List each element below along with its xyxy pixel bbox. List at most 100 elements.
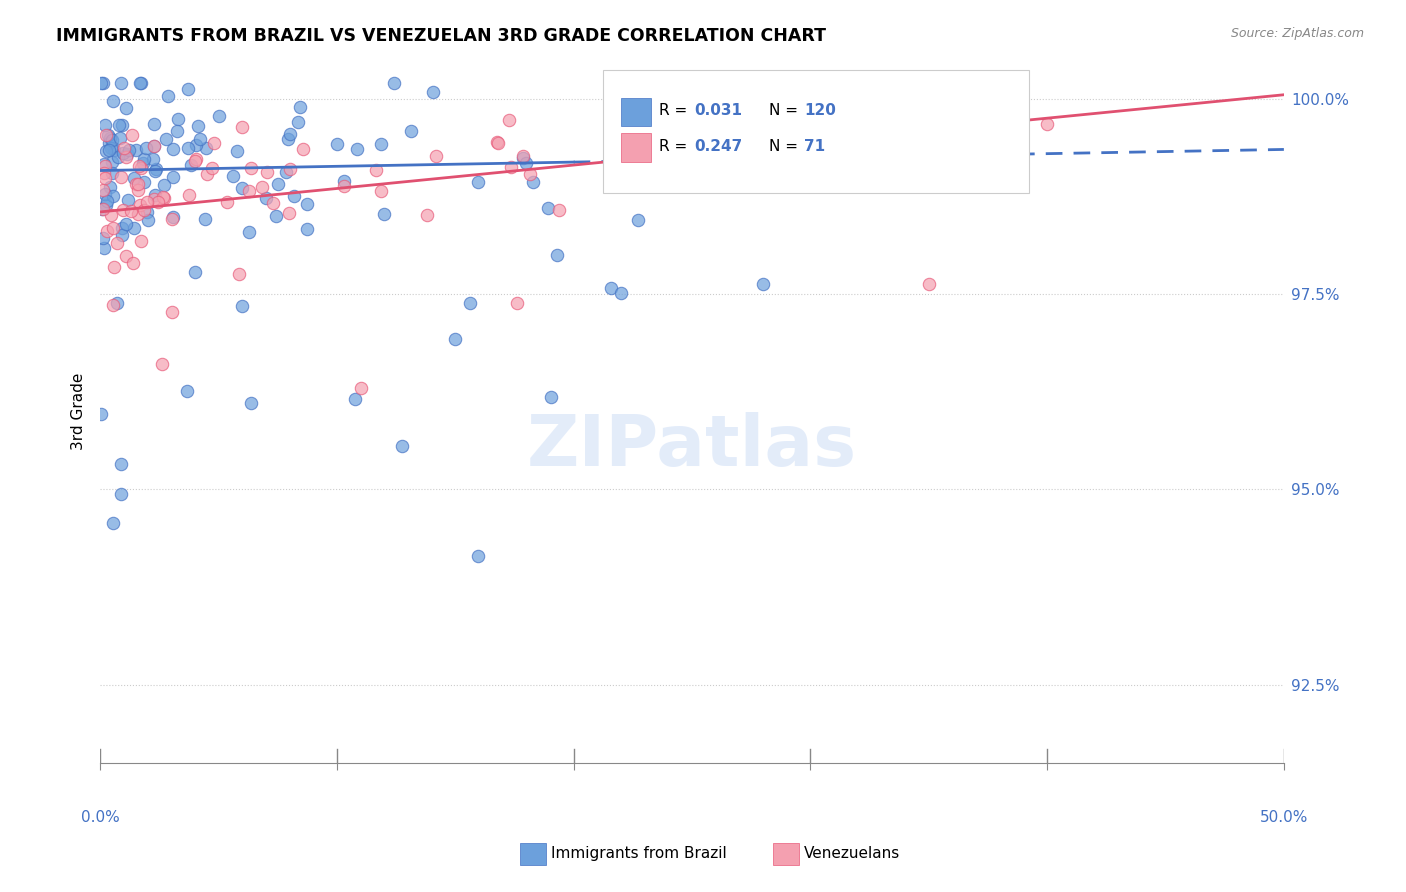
Point [292,143,315,157]
Point [215,194,238,209]
Point [188,132,211,146]
Point [201,161,224,175]
Text: ZIPatlas: ZIPatlas [527,412,858,481]
Point [610,285,633,300]
Point [333,174,356,188]
Point [110,76,132,90]
Point [486,136,509,151]
Point [512,151,534,165]
Point [111,227,134,242]
Point [107,150,129,164]
Point [117,193,139,207]
Point [1036,118,1059,132]
Text: R =: R = [659,103,692,119]
Point [515,156,537,170]
Point [127,183,149,197]
Point [208,109,231,123]
Point [142,192,165,206]
Point [101,133,124,147]
Point [382,76,405,90]
Text: 0.0%: 0.0% [80,810,120,824]
Point [136,195,159,210]
Point [143,117,166,131]
Point [103,260,125,274]
Point [125,177,148,191]
Point [252,180,274,194]
Text: 71: 71 [804,138,825,153]
Point [101,94,124,108]
Point [111,202,134,217]
Point [91,230,114,244]
Point [115,217,138,231]
Point [195,167,218,181]
Point [278,128,301,142]
Point [231,180,253,194]
Point [93,118,115,132]
Point [162,169,184,184]
Point [278,206,301,220]
Point [132,202,155,217]
Point [100,208,122,222]
Point [498,113,520,128]
Point [231,299,253,313]
Point [160,211,183,226]
Point [97,128,120,142]
Point [91,202,114,216]
Point [226,144,249,158]
Point [157,89,180,103]
Point [110,457,132,471]
Point [145,162,167,177]
Point [152,190,174,204]
Point [110,221,132,235]
Point [115,150,138,164]
Point [918,277,941,291]
Point [350,381,373,395]
Point [155,132,177,146]
Point [600,281,623,295]
Point [96,194,118,208]
Point [94,145,117,159]
Point [370,137,392,152]
Point [614,161,637,176]
Point [134,175,156,189]
Point [467,549,489,563]
Point [91,183,114,197]
Point [222,169,245,184]
Point [176,141,198,155]
Point [240,396,263,410]
Point [238,225,260,239]
Point [166,124,188,138]
Point [93,241,115,255]
Point [547,203,569,218]
Point [153,178,176,193]
Point [132,156,155,170]
Point [90,407,112,421]
Point [128,159,150,173]
Point [537,201,560,215]
Point [94,159,117,173]
FancyBboxPatch shape [603,70,1029,194]
Point [522,175,544,189]
Text: Source: ZipAtlas.com: Source: ZipAtlas.com [1230,27,1364,40]
Point [343,392,366,406]
Point [391,439,413,453]
Point [546,247,568,261]
Point [112,141,135,155]
Point [127,177,149,191]
Point [846,178,869,193]
Point [267,178,290,192]
Point [129,234,152,248]
Text: 0.031: 0.031 [695,103,742,119]
Text: N =: N = [769,138,803,153]
Point [228,267,250,281]
Point [115,146,138,161]
Point [108,119,131,133]
Point [118,143,141,157]
Point [184,265,207,279]
Point [103,516,125,531]
Point [129,198,152,212]
Point [366,163,388,178]
Point [278,161,301,176]
Point [184,153,207,168]
Point [145,163,167,178]
